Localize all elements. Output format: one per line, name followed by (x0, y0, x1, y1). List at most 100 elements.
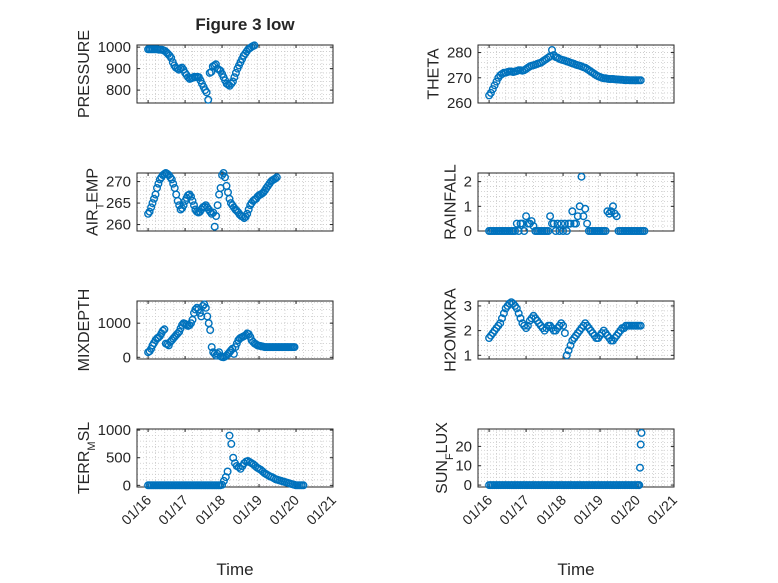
data-point (583, 219, 592, 228)
data-point (179, 201, 188, 210)
y-axis-label: H2OMIXRA (443, 288, 460, 372)
y-tick-label: 265 (106, 195, 131, 212)
axes-frame (477, 300, 675, 360)
data-point (579, 212, 588, 221)
x-axis-label: Time (557, 560, 594, 579)
data-point (152, 183, 161, 192)
data-point (149, 194, 158, 203)
data-point (218, 480, 227, 489)
data-point (220, 173, 229, 182)
data-point (612, 212, 621, 221)
data-point (557, 219, 566, 228)
y-axis-label: TERRMSL (76, 422, 98, 494)
data-point (492, 77, 501, 86)
data-point (182, 320, 191, 329)
y-tick-label: 3 (464, 298, 472, 315)
data-point (529, 222, 538, 231)
data-point (498, 314, 507, 323)
data-point (568, 207, 577, 216)
data-point (207, 343, 216, 352)
data-point (522, 212, 531, 221)
data-point (527, 217, 536, 226)
plot-area (137, 429, 333, 487)
series-markers (144, 168, 281, 231)
data-point (572, 219, 581, 228)
data-point (562, 351, 571, 360)
figure-title: Figure 3 low (195, 15, 295, 34)
y-tick-label: 0 (464, 223, 472, 240)
data-point (636, 440, 645, 449)
data-point (230, 73, 239, 82)
plot-area (478, 429, 674, 487)
data-point (559, 226, 568, 235)
y-tick-label: 1000 (98, 39, 131, 56)
series-markers (485, 428, 646, 490)
data-point (213, 201, 222, 210)
data-point (188, 196, 197, 205)
plot-area (478, 173, 674, 231)
y-tick-label: 2 (464, 323, 472, 340)
data-point (167, 175, 176, 184)
y-tick-label: 0 (123, 349, 131, 366)
y-tick-label: 10 (455, 458, 472, 475)
data-point (148, 199, 157, 208)
y-tick-label: 270 (447, 70, 472, 87)
data-point (636, 321, 645, 330)
data-point (202, 88, 211, 97)
data-point (234, 463, 243, 472)
data-point (516, 314, 525, 323)
data-point (581, 204, 590, 213)
data-point (512, 304, 521, 313)
axes-frame (477, 428, 675, 488)
data-point (207, 67, 216, 76)
data-point (169, 179, 178, 188)
y-tick-label: 20 (455, 438, 472, 455)
data-point (299, 481, 308, 490)
data-point (243, 209, 252, 218)
data-point (244, 205, 253, 214)
data-point (562, 226, 571, 235)
data-point (640, 226, 649, 235)
data-point (514, 226, 523, 235)
data-point (577, 172, 586, 181)
data-point (212, 211, 221, 220)
axes-frame (477, 44, 675, 104)
data-point (499, 309, 508, 318)
data-point (635, 481, 644, 490)
data-point (523, 321, 532, 330)
data-point (189, 201, 198, 210)
y-tick-label: 1000 (98, 422, 131, 439)
data-point (227, 439, 236, 448)
data-point (573, 212, 582, 221)
series-markers (144, 41, 259, 104)
data-point (544, 226, 553, 235)
data-point (272, 173, 281, 182)
series-markers (485, 298, 645, 360)
plot-area (137, 173, 333, 231)
data-point (559, 321, 568, 330)
data-point (564, 346, 573, 355)
axes-frame (136, 44, 334, 104)
y-tick-label: 2 (464, 174, 472, 191)
y-tick-label: 260 (106, 217, 131, 234)
data-point (514, 309, 523, 318)
axes-frame (477, 172, 675, 232)
data-point (207, 209, 216, 218)
data-point (219, 168, 228, 177)
y-axis-label: SUNFLUX (434, 422, 456, 494)
data-point (553, 219, 562, 228)
data-point (290, 343, 299, 352)
data-point (518, 219, 527, 228)
data-point (186, 192, 195, 201)
data-point (154, 179, 163, 188)
y-axis-label: THETA (426, 48, 443, 100)
data-point (636, 463, 645, 472)
data-point (201, 303, 210, 312)
y-tick-label: 260 (447, 95, 472, 112)
data-point (601, 226, 610, 235)
data-point (546, 212, 555, 221)
data-point (250, 41, 259, 50)
